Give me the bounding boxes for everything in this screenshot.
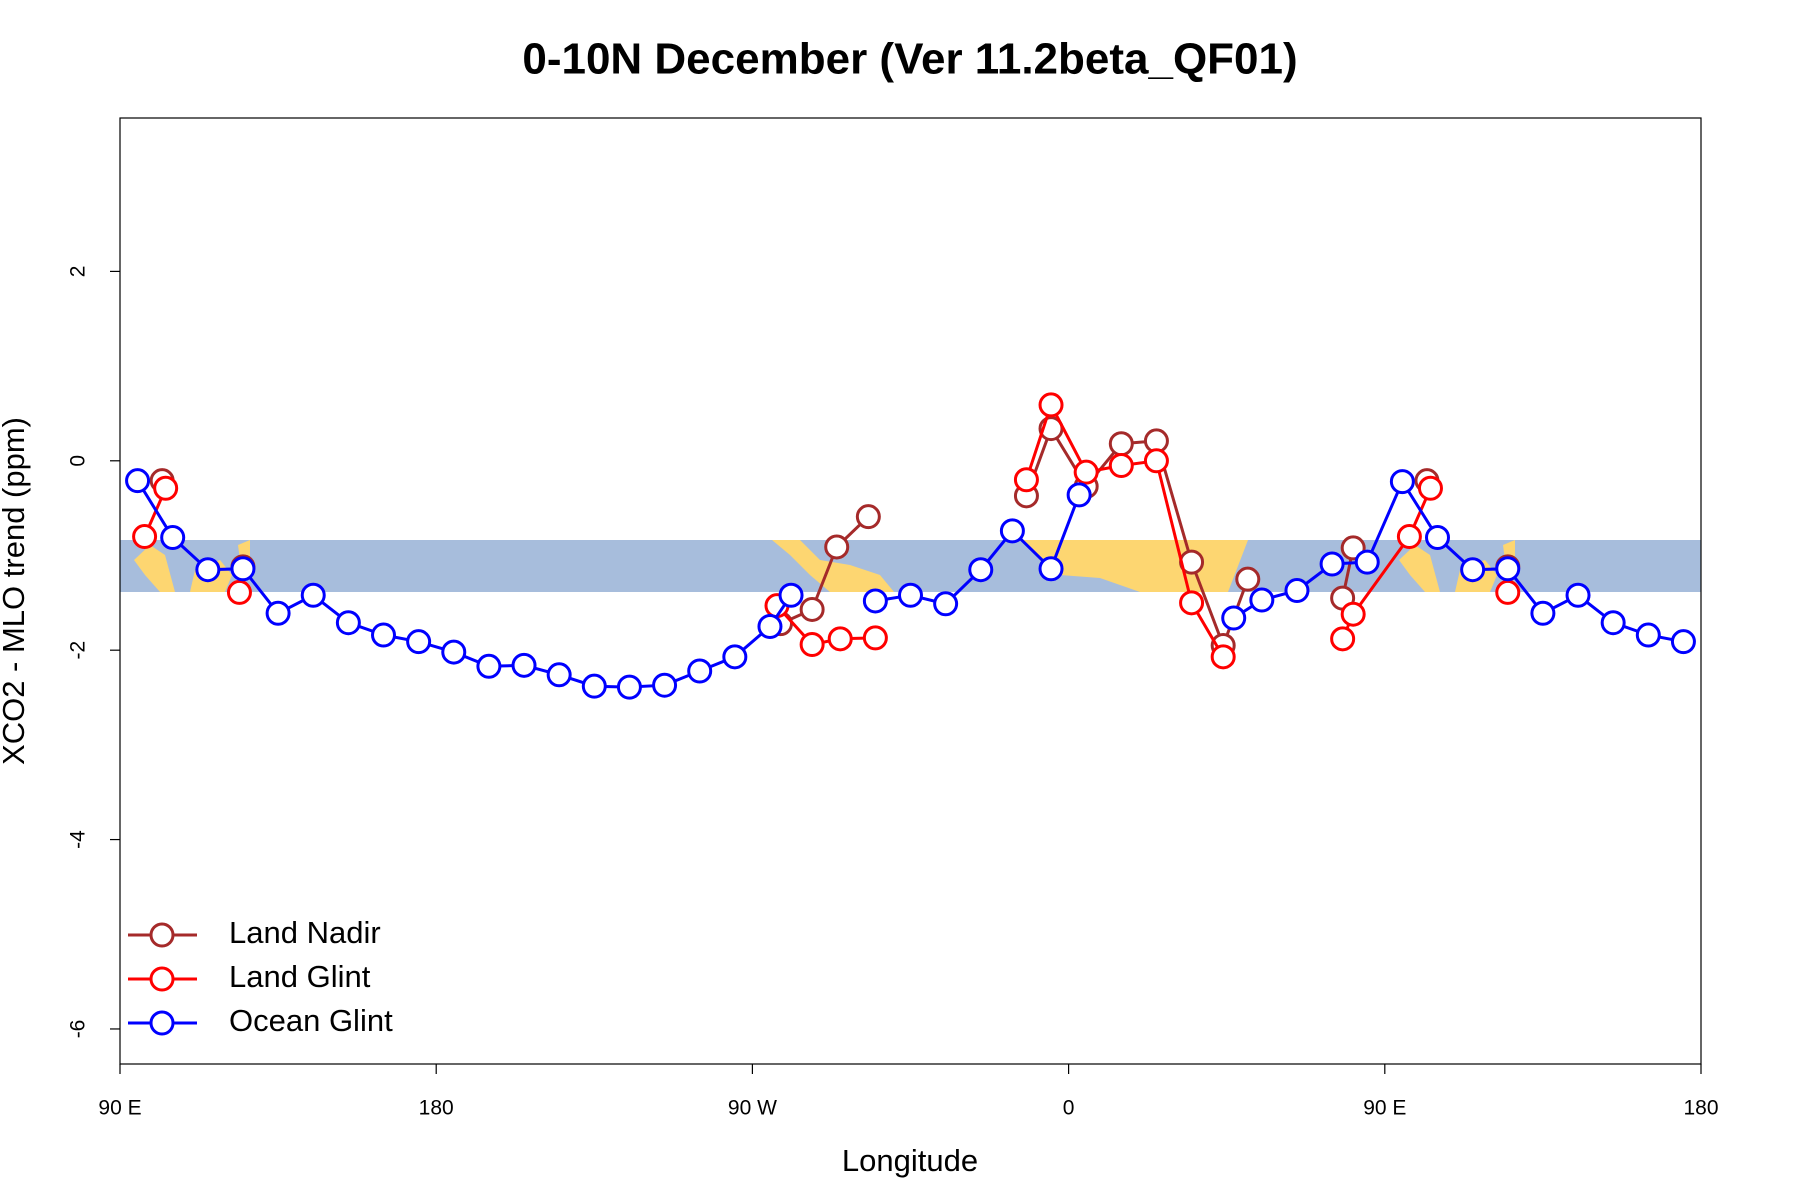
y-axis-label: XCO2 - MLO trend (ppm) [0,417,31,765]
point [1635,622,1661,648]
point [1354,549,1380,575]
point [1530,600,1556,626]
point [1038,556,1064,582]
point [1143,448,1169,474]
point [1495,556,1521,582]
point [195,557,221,583]
point [230,556,256,582]
legend-label: Ocean Glint [229,1003,393,1038]
point [300,582,326,608]
legend: Land Nadir Land Glint Ocean Glint [128,915,393,1038]
point [862,625,888,651]
point [476,653,502,679]
point [1221,605,1247,631]
point [687,658,713,684]
point [827,626,853,652]
land [772,540,894,592]
point [652,672,678,698]
point [546,662,572,688]
point [1565,582,1591,608]
y-tick-label: 2 [67,266,90,278]
point [1284,578,1310,604]
point [862,588,888,614]
plot-frame [119,117,1702,1065]
legend-marker [149,966,175,992]
point [125,468,151,494]
point [757,614,783,640]
x-tick-label: 0 [1063,1097,1075,1120]
point [1013,467,1039,493]
point [371,622,396,648]
x-axis-label: Longitude [842,1143,978,1178]
legend-label: Land Nadir [229,915,381,950]
point [441,639,467,665]
legend-marker [149,1010,175,1036]
y-tick-label: -4 [67,830,90,849]
point [335,610,361,636]
point [799,632,825,658]
point [160,524,186,550]
point [1396,524,1422,550]
point [824,534,850,560]
point [1340,601,1366,627]
point [1460,557,1486,583]
point [722,644,748,670]
point [1330,626,1356,652]
point [616,674,642,700]
land [1399,545,1440,592]
point [933,591,959,617]
point [1319,551,1345,577]
point [778,582,804,608]
point [511,652,537,678]
point [1670,629,1696,655]
point [153,475,179,501]
point [1066,482,1092,508]
point [1108,453,1134,479]
point [1179,590,1205,616]
point [1389,469,1415,495]
point [1425,524,1450,550]
point [226,579,252,605]
point [1495,579,1521,605]
point [1108,431,1134,457]
point [1417,475,1443,501]
x-tick-label: 90 E [98,1097,141,1120]
y-tick-label: -6 [67,1020,90,1039]
point [1235,566,1261,592]
point [1073,459,1099,485]
series [132,392,1521,670]
point [581,673,607,699]
point [1600,610,1626,636]
point [1249,587,1275,613]
point [999,518,1025,544]
series [125,468,1696,700]
x-tick-label: 90 W [728,1097,777,1120]
point [132,524,158,550]
legend-label: Land Glint [229,959,371,994]
legend-marker [149,922,175,948]
point [799,596,825,622]
y-tick-label: 0 [67,455,90,467]
point [968,557,994,583]
point [855,504,881,530]
y-tick-label: -2 [67,641,90,660]
point [406,629,432,655]
point [1038,392,1064,418]
land [134,545,175,592]
point [265,600,291,626]
x-tick-label: 180 [1683,1097,1718,1120]
point [1210,644,1236,670]
x-tick-label: 180 [419,1097,454,1120]
x-tick-label: 90 E [1363,1097,1406,1120]
point [898,582,923,608]
chart-title: 0-10N December (Ver 11.2beta_QF01) [522,35,1297,84]
